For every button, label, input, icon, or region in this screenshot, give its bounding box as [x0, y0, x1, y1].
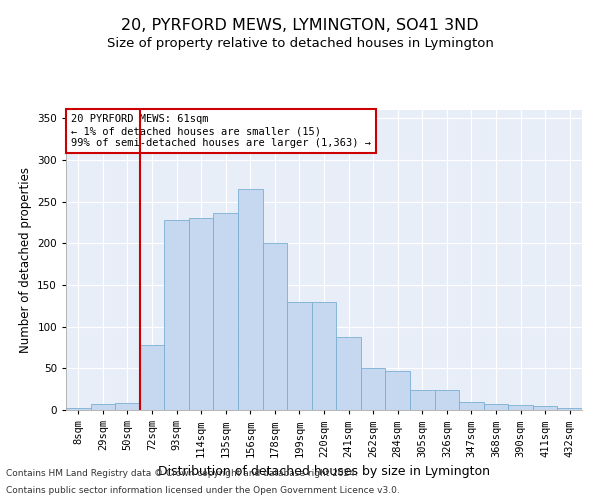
Bar	[189, 218, 214, 410]
Bar	[140, 345, 164, 410]
Bar	[385, 371, 410, 410]
Bar	[410, 390, 434, 410]
Bar	[287, 302, 312, 410]
Bar	[434, 390, 459, 410]
Bar	[459, 402, 484, 410]
Bar	[361, 368, 385, 410]
Bar	[312, 302, 336, 410]
Text: Size of property relative to detached houses in Lymington: Size of property relative to detached ho…	[107, 38, 493, 51]
Text: 20, PYRFORD MEWS, LYMINGTON, SO41 3ND: 20, PYRFORD MEWS, LYMINGTON, SO41 3ND	[121, 18, 479, 32]
Bar	[533, 406, 557, 410]
Bar	[336, 336, 361, 410]
Bar	[91, 404, 115, 410]
Bar	[238, 189, 263, 410]
Text: 20 PYRFORD MEWS: 61sqm
← 1% of detached houses are smaller (15)
99% of semi-deta: 20 PYRFORD MEWS: 61sqm ← 1% of detached …	[71, 114, 371, 148]
X-axis label: Distribution of detached houses by size in Lymington: Distribution of detached houses by size …	[158, 465, 490, 478]
Bar	[484, 404, 508, 410]
Text: Contains HM Land Registry data © Crown copyright and database right 2024.: Contains HM Land Registry data © Crown c…	[6, 468, 358, 477]
Bar	[66, 408, 91, 410]
Bar	[557, 408, 582, 410]
Text: Contains public sector information licensed under the Open Government Licence v3: Contains public sector information licen…	[6, 486, 400, 495]
Y-axis label: Number of detached properties: Number of detached properties	[19, 167, 32, 353]
Bar	[263, 244, 287, 410]
Bar	[508, 405, 533, 410]
Bar	[214, 212, 238, 410]
Bar	[115, 404, 140, 410]
Bar	[164, 220, 189, 410]
